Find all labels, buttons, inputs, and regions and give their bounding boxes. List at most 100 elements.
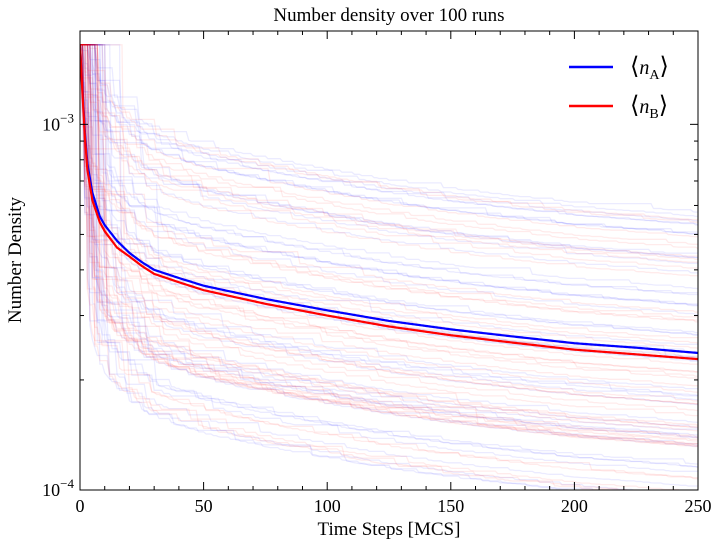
run-line <box>80 44 698 313</box>
run-line <box>80 44 698 405</box>
run-line <box>80 44 698 445</box>
plot-frame <box>79 30 699 491</box>
run-line <box>80 44 698 401</box>
chart-title: Number density over 100 runs <box>273 5 504 26</box>
run-line <box>80 44 698 436</box>
run-line <box>80 44 698 439</box>
run-line <box>80 44 698 294</box>
run-line <box>80 44 698 235</box>
axis-ticks: 0 50 100 150 200 250 10−4 10−3 <box>42 31 712 516</box>
x-tick-label: 50 <box>195 496 213 516</box>
run-line <box>80 44 698 373</box>
run-line <box>80 44 698 438</box>
run-line <box>80 44 698 417</box>
run-line <box>80 44 698 387</box>
run-line <box>80 44 698 432</box>
run-line <box>80 44 698 424</box>
run-line <box>80 44 698 480</box>
run-line <box>80 44 698 380</box>
run-line <box>80 44 698 412</box>
x-tick-label: 250 <box>685 496 712 516</box>
run-line <box>80 44 698 430</box>
run-line <box>80 44 698 406</box>
run-line <box>80 44 698 226</box>
run-line <box>80 44 698 358</box>
run-line <box>80 44 698 447</box>
run-line <box>80 44 698 479</box>
x-tick-label: 0 <box>76 496 85 516</box>
run-line <box>80 44 698 405</box>
run-line <box>80 44 698 223</box>
run-line <box>80 44 698 465</box>
run-line <box>80 44 698 402</box>
run-line <box>80 44 681 490</box>
x-tick-label: 200 <box>561 496 588 516</box>
legend-label: ⟨nA⟩ <box>630 54 669 83</box>
run-line <box>80 44 698 254</box>
run-line <box>80 44 634 490</box>
run-line <box>80 44 698 245</box>
legend: ⟨nA⟩ ⟨nB⟩ <box>569 54 669 122</box>
run-line <box>80 44 698 390</box>
run-line <box>80 44 698 468</box>
run-line <box>80 44 698 274</box>
run-line <box>80 44 698 373</box>
mean-line-b <box>80 44 698 361</box>
run-line <box>80 44 698 487</box>
run-line <box>80 44 619 490</box>
run-line <box>80 44 698 345</box>
y-tick-label: 10−4 <box>42 476 74 500</box>
mean-lines <box>80 44 698 361</box>
run-line <box>80 44 698 447</box>
run-line <box>80 44 698 427</box>
run-line <box>80 44 698 441</box>
run-line <box>80 44 698 259</box>
run-line <box>80 44 698 264</box>
run-line <box>80 44 698 397</box>
run-line <box>80 44 698 213</box>
run-line <box>80 44 698 362</box>
run-line <box>80 44 698 429</box>
run-line <box>80 44 698 426</box>
run-line <box>80 44 698 468</box>
x-axis-label: Time Steps [MCS] <box>318 519 461 540</box>
run-line <box>80 44 698 307</box>
run-line <box>80 44 698 334</box>
run-line <box>80 44 698 336</box>
run-line <box>80 44 698 221</box>
x-tick-label: 150 <box>437 496 464 516</box>
run-line <box>80 44 698 226</box>
run-line <box>80 44 698 233</box>
run-line <box>80 44 698 306</box>
individual-runs <box>80 44 698 490</box>
run-line <box>80 44 698 316</box>
run-line <box>80 44 698 448</box>
run-line <box>80 44 698 250</box>
run-line <box>80 44 698 472</box>
y-tick-label: 10−3 <box>42 110 74 134</box>
run-line <box>80 44 698 365</box>
run-line <box>80 44 698 238</box>
run-line <box>80 44 698 349</box>
run-line <box>80 44 698 235</box>
run-line <box>80 44 698 445</box>
run-line <box>80 44 698 429</box>
run-line <box>80 44 698 269</box>
legend-label: ⟨nB⟩ <box>630 93 668 122</box>
run-line <box>80 44 578 490</box>
run-line <box>80 44 698 437</box>
run-line <box>80 44 698 261</box>
run-line <box>80 44 698 447</box>
run-line <box>80 44 698 442</box>
run-line <box>80 44 698 318</box>
run-line <box>80 44 698 263</box>
run-line <box>80 44 698 290</box>
run-line <box>80 44 698 277</box>
run-line <box>80 44 698 393</box>
run-line <box>80 44 643 490</box>
run-line <box>80 44 698 258</box>
run-line <box>80 44 698 257</box>
run-line <box>80 44 698 397</box>
run-line <box>80 44 698 344</box>
